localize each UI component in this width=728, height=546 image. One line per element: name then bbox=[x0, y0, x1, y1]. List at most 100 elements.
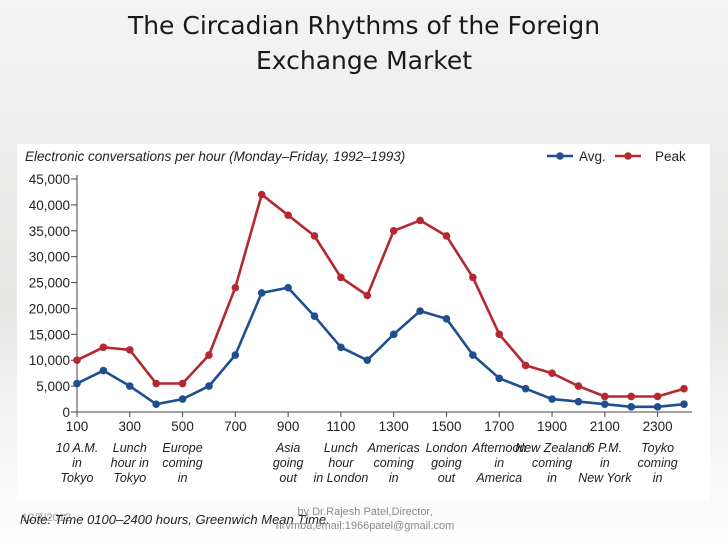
x-tick-label: 100 bbox=[66, 419, 89, 434]
annotation-text: in bbox=[600, 456, 610, 470]
data-point bbox=[205, 382, 213, 390]
annotation-text: coming bbox=[374, 456, 414, 470]
annotation-text: London bbox=[426, 441, 468, 455]
data-point bbox=[310, 232, 319, 240]
title-line-2: Exchange Market bbox=[255, 46, 473, 75]
data-point bbox=[231, 283, 240, 292]
data-point bbox=[99, 343, 108, 352]
data-point bbox=[363, 356, 372, 365]
line-chart: Electronic conversations per hour (Monda… bbox=[25, 149, 692, 485]
legend-label: Peak bbox=[655, 149, 686, 164]
annotation-text: coming bbox=[637, 456, 677, 470]
x-tick-label: 900 bbox=[277, 419, 300, 434]
data-point bbox=[125, 382, 134, 390]
x-tick-label: 300 bbox=[119, 419, 142, 434]
y-tick-label: 0 bbox=[62, 405, 70, 420]
data-point bbox=[178, 379, 187, 388]
data-point bbox=[680, 400, 688, 409]
chart-note: Note: Time 0100–2400 hours, Greenwich Me… bbox=[20, 512, 330, 527]
annotation-text: Americas bbox=[367, 441, 420, 455]
data-point bbox=[284, 211, 292, 220]
annotation-text: coming bbox=[532, 456, 572, 470]
data-point bbox=[442, 315, 451, 323]
data-point bbox=[521, 384, 530, 393]
data-point bbox=[152, 400, 160, 409]
annotation-text: in bbox=[389, 471, 399, 485]
annotation-text: Lunch bbox=[113, 441, 147, 455]
data-point bbox=[574, 382, 583, 390]
y-tick-label: 30,000 bbox=[29, 250, 70, 265]
data-point bbox=[495, 330, 504, 339]
x-tick-label: 1300 bbox=[379, 419, 409, 434]
data-point bbox=[205, 351, 213, 359]
footer-credit-line-2: nrvmba,email:1966patel@gmail.com bbox=[275, 520, 455, 532]
data-point bbox=[337, 343, 345, 352]
data-point bbox=[73, 379, 81, 388]
annotation-text: 6 P.M. bbox=[588, 441, 623, 455]
data-point bbox=[521, 361, 530, 370]
data-point bbox=[627, 403, 636, 411]
annotation-text: out bbox=[438, 471, 456, 485]
x-tick-label: 1500 bbox=[431, 419, 461, 434]
annotation-text: in bbox=[178, 471, 188, 485]
annotation-text: Lunch bbox=[324, 441, 358, 455]
title-line-1: The Circadian Rhythms of the Foreign bbox=[127, 11, 601, 40]
data-point bbox=[152, 379, 160, 388]
data-point bbox=[310, 312, 319, 321]
x-tick-label: 1700 bbox=[484, 419, 514, 434]
series-line-avg bbox=[76, 286, 685, 409]
chart-legend: Avg. Peak bbox=[547, 149, 686, 164]
footer-date: 12/7/2012 bbox=[22, 512, 71, 524]
data-point bbox=[416, 307, 424, 315]
legend-swatch-marker bbox=[556, 152, 564, 160]
x-tick-label: 1100 bbox=[326, 419, 355, 434]
chart-panel: Electronic conversations per hour (Monda… bbox=[17, 144, 710, 500]
data-point bbox=[495, 374, 504, 383]
x-tick-label: 2300 bbox=[643, 419, 673, 434]
data-point bbox=[363, 291, 372, 300]
x-tick-label: 500 bbox=[171, 419, 194, 434]
annotation-text: out bbox=[279, 471, 297, 485]
y-tick-label: 10,000 bbox=[29, 353, 70, 368]
data-point bbox=[416, 216, 424, 225]
data-point bbox=[601, 400, 609, 409]
data-point bbox=[469, 273, 477, 282]
annotation-text: Toyko bbox=[641, 441, 674, 455]
legend-swatch-marker bbox=[624, 152, 632, 160]
annotation-text: coming bbox=[162, 456, 202, 470]
data-point bbox=[125, 346, 134, 354]
data-point bbox=[574, 397, 583, 406]
y-tick-label: 40,000 bbox=[29, 198, 70, 213]
footer-credit: by Dr.Rajesh Patel,Director, nrvmba,emai… bbox=[250, 505, 480, 533]
annotation-text: Tokyo bbox=[61, 471, 94, 485]
data-point bbox=[627, 392, 636, 401]
chart-axes: 0 5,000 10,000 15,000 20,000 25,000 30,000 35,0… bbox=[29, 172, 692, 434]
annotation-text: in bbox=[72, 456, 82, 470]
y-tick-label: 15,000 bbox=[29, 327, 70, 342]
chart-series bbox=[73, 190, 688, 411]
data-point bbox=[601, 392, 609, 401]
annotation-text: in bbox=[494, 456, 504, 470]
legend-label: Avg. bbox=[579, 149, 606, 164]
annotation-text: Asia bbox=[275, 441, 300, 455]
data-point bbox=[257, 190, 266, 199]
y-tick-label: 45,000 bbox=[29, 172, 70, 187]
annotation-text: New York bbox=[578, 471, 632, 485]
annotation-text: in bbox=[547, 471, 557, 485]
data-point bbox=[548, 395, 556, 403]
data-point bbox=[73, 356, 81, 365]
x-tick-label: 700 bbox=[224, 419, 247, 434]
annotation-text: Tokyo bbox=[113, 471, 146, 485]
y-tick-label: 35,000 bbox=[29, 224, 70, 239]
y-tick-label: 5,000 bbox=[36, 379, 70, 394]
data-point bbox=[284, 283, 292, 292]
annotation-text: America bbox=[475, 471, 522, 485]
data-point bbox=[99, 366, 108, 375]
annotation-text: in London bbox=[313, 471, 368, 485]
chart-subtitle: Electronic conversations per hour (Monda… bbox=[25, 149, 405, 164]
data-point bbox=[389, 330, 398, 339]
slide-title: The Circadian Rhythms of the Foreign Exc… bbox=[0, 8, 728, 78]
x-tick-label: 2100 bbox=[590, 419, 620, 434]
annotation-text: going bbox=[431, 456, 462, 470]
